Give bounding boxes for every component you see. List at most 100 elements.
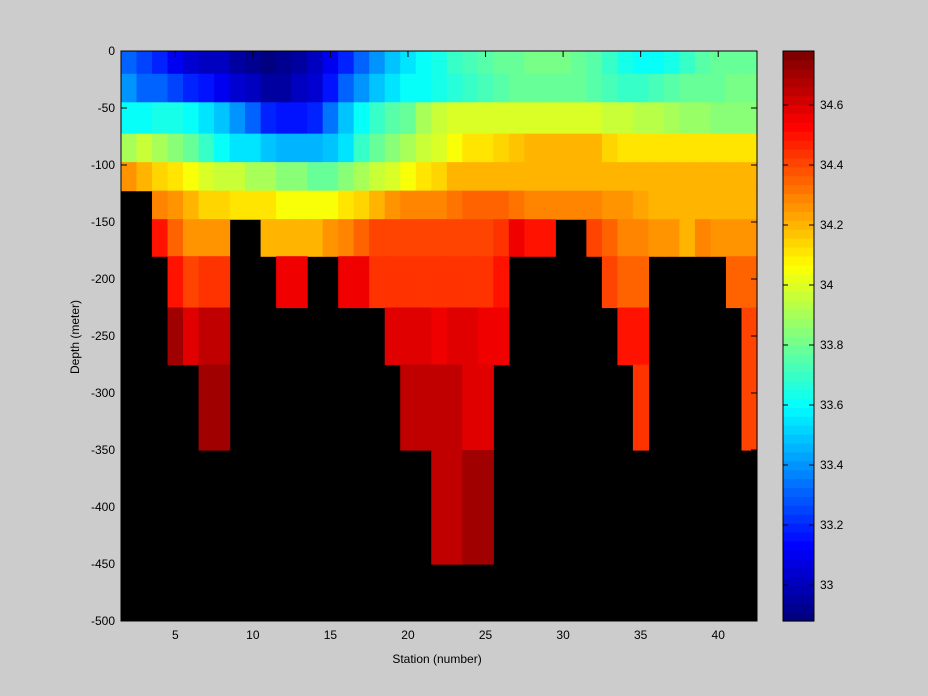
heatmap-cell [338,51,355,75]
colorbar-band [783,318,814,328]
heatmap-cell [121,162,138,192]
heatmap-cell [260,190,277,220]
heatmap-cell [539,162,556,192]
heatmap-cell [462,190,479,220]
heatmap-cell [307,102,324,135]
heatmap-cell [431,219,448,257]
heatmap-cell [121,51,138,75]
heatmap-cell [555,133,572,163]
colorbar-band [783,603,814,613]
heatmap-cell [415,162,432,192]
heatmap-cell [679,73,696,103]
heatmap-cell [198,190,215,220]
heatmap-cell [741,256,758,309]
heatmap-cell [446,133,463,163]
heatmap-cell [446,73,463,103]
heatmap-cell [524,73,541,103]
heatmap-cell [663,190,681,220]
heatmap-cell [462,73,479,103]
heatmap-cell [136,102,153,135]
colorbar-tick-label: 33.2 [820,518,844,532]
heatmap-cell [136,133,153,163]
y-tick-label: -100 [91,158,115,172]
colorbar-gradient [783,51,814,622]
heatmap-cell [663,162,681,192]
heatmap-cell [539,133,556,163]
heatmap-cell [431,364,448,451]
heatmap-cell [539,73,556,103]
heatmap-cell [260,51,277,75]
heatmap-cell [167,51,184,75]
y-tick-label: -50 [98,101,116,115]
heatmap-cell [632,364,650,451]
colorbar-band [783,487,814,497]
heatmap-cell [524,162,541,192]
colorbar-band [783,264,814,275]
heatmap-cell [694,51,712,75]
colorbar-band [783,166,814,177]
heatmap-cell [167,73,184,103]
heatmap-cell [353,190,370,220]
heatmap-cell [508,190,525,220]
heatmap-cell [198,364,215,451]
heatmap-cell [586,162,603,192]
colorbar-band [783,140,814,150]
colorbar-band [783,433,814,444]
heatmap-cell [725,256,743,309]
heatmap-cell [725,219,743,257]
heatmap-cell [741,102,758,135]
x-tick-label: 25 [479,628,493,642]
heatmap-cell [198,73,215,103]
heatmap-cell [539,190,556,220]
heatmap-cell [508,162,525,192]
colorbar-band [783,104,814,114]
heatmap-cell [694,219,712,257]
heatmap-cell [710,51,727,75]
heatmap-cell [121,73,138,103]
heatmap-cell [710,102,727,135]
heatmap-cell [369,219,386,257]
colorbar-band [783,540,814,551]
colorbar-band [783,496,814,506]
heatmap-cell [462,256,479,309]
colorbar-band [783,425,814,435]
heatmap-cell [741,51,758,75]
heatmap-cell [183,133,200,163]
heatmap-cell [245,162,262,192]
heatmap-cell [617,73,634,103]
colorbar-band [783,113,814,123]
heatmap-cell [121,133,138,163]
heatmap-cell [214,73,231,103]
heatmap-cell [307,133,324,163]
heatmap-cell [152,102,169,135]
heatmap-cell [477,51,494,75]
y-tick-label: -350 [91,443,115,457]
heatmap-cell [694,73,712,103]
colorbar-band [783,95,814,106]
heatmap-cell [415,364,432,451]
heatmap-cell [322,190,339,220]
heatmap-cell [710,133,727,163]
y-tick-label: -250 [91,329,115,343]
heatmap-cell [632,51,650,75]
heatmap-cell [663,102,681,135]
y-tick-label: -400 [91,500,115,514]
heatmap-cell [632,133,650,163]
heatmap-cell [276,256,293,309]
heatmap-cell [353,51,370,75]
heatmap-cell [384,256,401,309]
heatmap-cell [524,51,541,75]
heatmap-cell [183,307,200,366]
heatmap-cell [477,307,494,366]
heatmap-cell [663,73,681,103]
heatmap-cell [555,190,572,220]
heatmap-cell [570,162,587,192]
heatmap-cell [617,219,634,257]
heatmap-cell [508,102,525,135]
heatmap-cell [679,102,696,135]
heatmap-cell [400,307,417,366]
heatmap-cell [586,190,603,220]
heatmap-cell [741,190,758,220]
heatmap-cell [648,133,665,163]
heatmap-cell [493,219,510,257]
